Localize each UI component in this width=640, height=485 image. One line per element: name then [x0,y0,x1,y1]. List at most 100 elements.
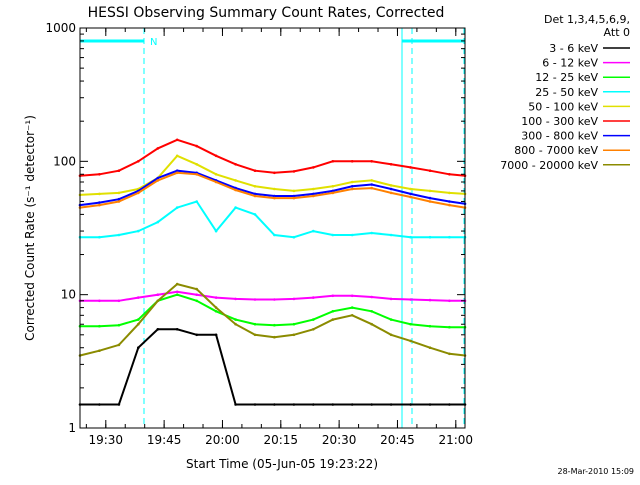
data-point [253,322,257,326]
data-point [350,314,354,317]
x-tick-label: 19:45 [147,433,182,447]
data-point [409,187,412,191]
plot-frame [79,27,466,429]
data-point [156,179,160,182]
series-layer [78,138,467,406]
data-point [98,349,101,353]
x-tick-label: 20:00 [205,433,240,447]
data-point [370,295,374,299]
data-point [175,282,179,286]
data-point [448,173,451,176]
data-point [409,166,412,169]
data-point [195,173,198,176]
data-point [428,298,432,302]
data-point [331,191,335,195]
detector-label: Det 1,3,4,5,6,9, [544,13,630,26]
data-point [137,296,140,299]
data-point [98,324,101,328]
data-point [370,160,374,163]
data-point [253,298,257,301]
data-point [292,297,296,301]
data-point [117,343,121,347]
data-point [253,213,257,216]
data-point [312,403,315,406]
data-point [253,403,257,406]
data-point [214,310,218,313]
data-point [292,189,296,193]
data-point [195,299,198,303]
data-point [312,328,315,331]
data-point [175,154,179,158]
data-point [389,318,393,321]
data-point [195,200,198,203]
data-point [156,293,160,297]
data-point [175,169,179,172]
data-point [448,200,451,203]
data-point [350,294,354,298]
data-point [253,185,257,188]
attenuator-label: Att 0 [604,26,630,39]
data-point [117,197,121,201]
data-point [273,196,276,200]
data-point [312,194,315,198]
data-point [137,346,140,350]
data-point [292,322,296,326]
data-point [273,233,276,237]
data-point [448,325,451,329]
data-point [331,310,335,313]
data-point [117,233,121,237]
data-point [370,403,374,406]
data-point [175,171,179,175]
data-point [175,206,179,209]
data-point [214,333,218,337]
data-point [195,163,198,166]
data-point [448,191,451,195]
y-tick-label: 100 [53,154,76,168]
data-point [234,322,237,326]
data-point [195,287,198,291]
data-point [428,346,432,350]
data-point [156,328,160,331]
data-point [428,196,432,200]
data-point [389,191,393,195]
data-point [389,403,393,406]
data-point [253,169,257,172]
data-point [214,229,218,233]
data-point [331,233,335,237]
data-point [156,220,160,224]
legend-label: 12 - 25 keV [535,71,598,84]
data-point [253,194,257,198]
legend-label: 3 - 6 keV [549,42,598,55]
data-point [409,298,412,301]
data-point [370,183,374,186]
data-point [117,323,121,327]
data-point [195,293,198,297]
data-point [448,203,451,207]
data-point [253,192,257,196]
data-point [409,192,412,196]
data-point [312,187,315,191]
data-point [331,160,335,163]
data-point [98,299,101,303]
data-point [273,298,276,301]
data-point [331,189,335,193]
data-point [331,294,335,298]
data-point [292,170,296,173]
y-tick-label: 10 [61,288,76,302]
night-flag-label: N [150,37,157,48]
x-axis-label: Start Time (05-Jun-05 19:23:22) [186,457,378,471]
data-point [331,318,335,321]
x-tick-label: 21:00 [438,433,473,447]
data-point [234,297,237,301]
data-point [428,235,432,239]
data-point [137,322,140,326]
data-point [370,322,374,326]
data-point [117,299,121,303]
legend-label: 100 - 300 keV [521,115,598,128]
x-tick-label: 20:15 [263,433,298,447]
data-point [175,328,179,331]
data-point [156,299,160,303]
data-point [156,147,160,150]
